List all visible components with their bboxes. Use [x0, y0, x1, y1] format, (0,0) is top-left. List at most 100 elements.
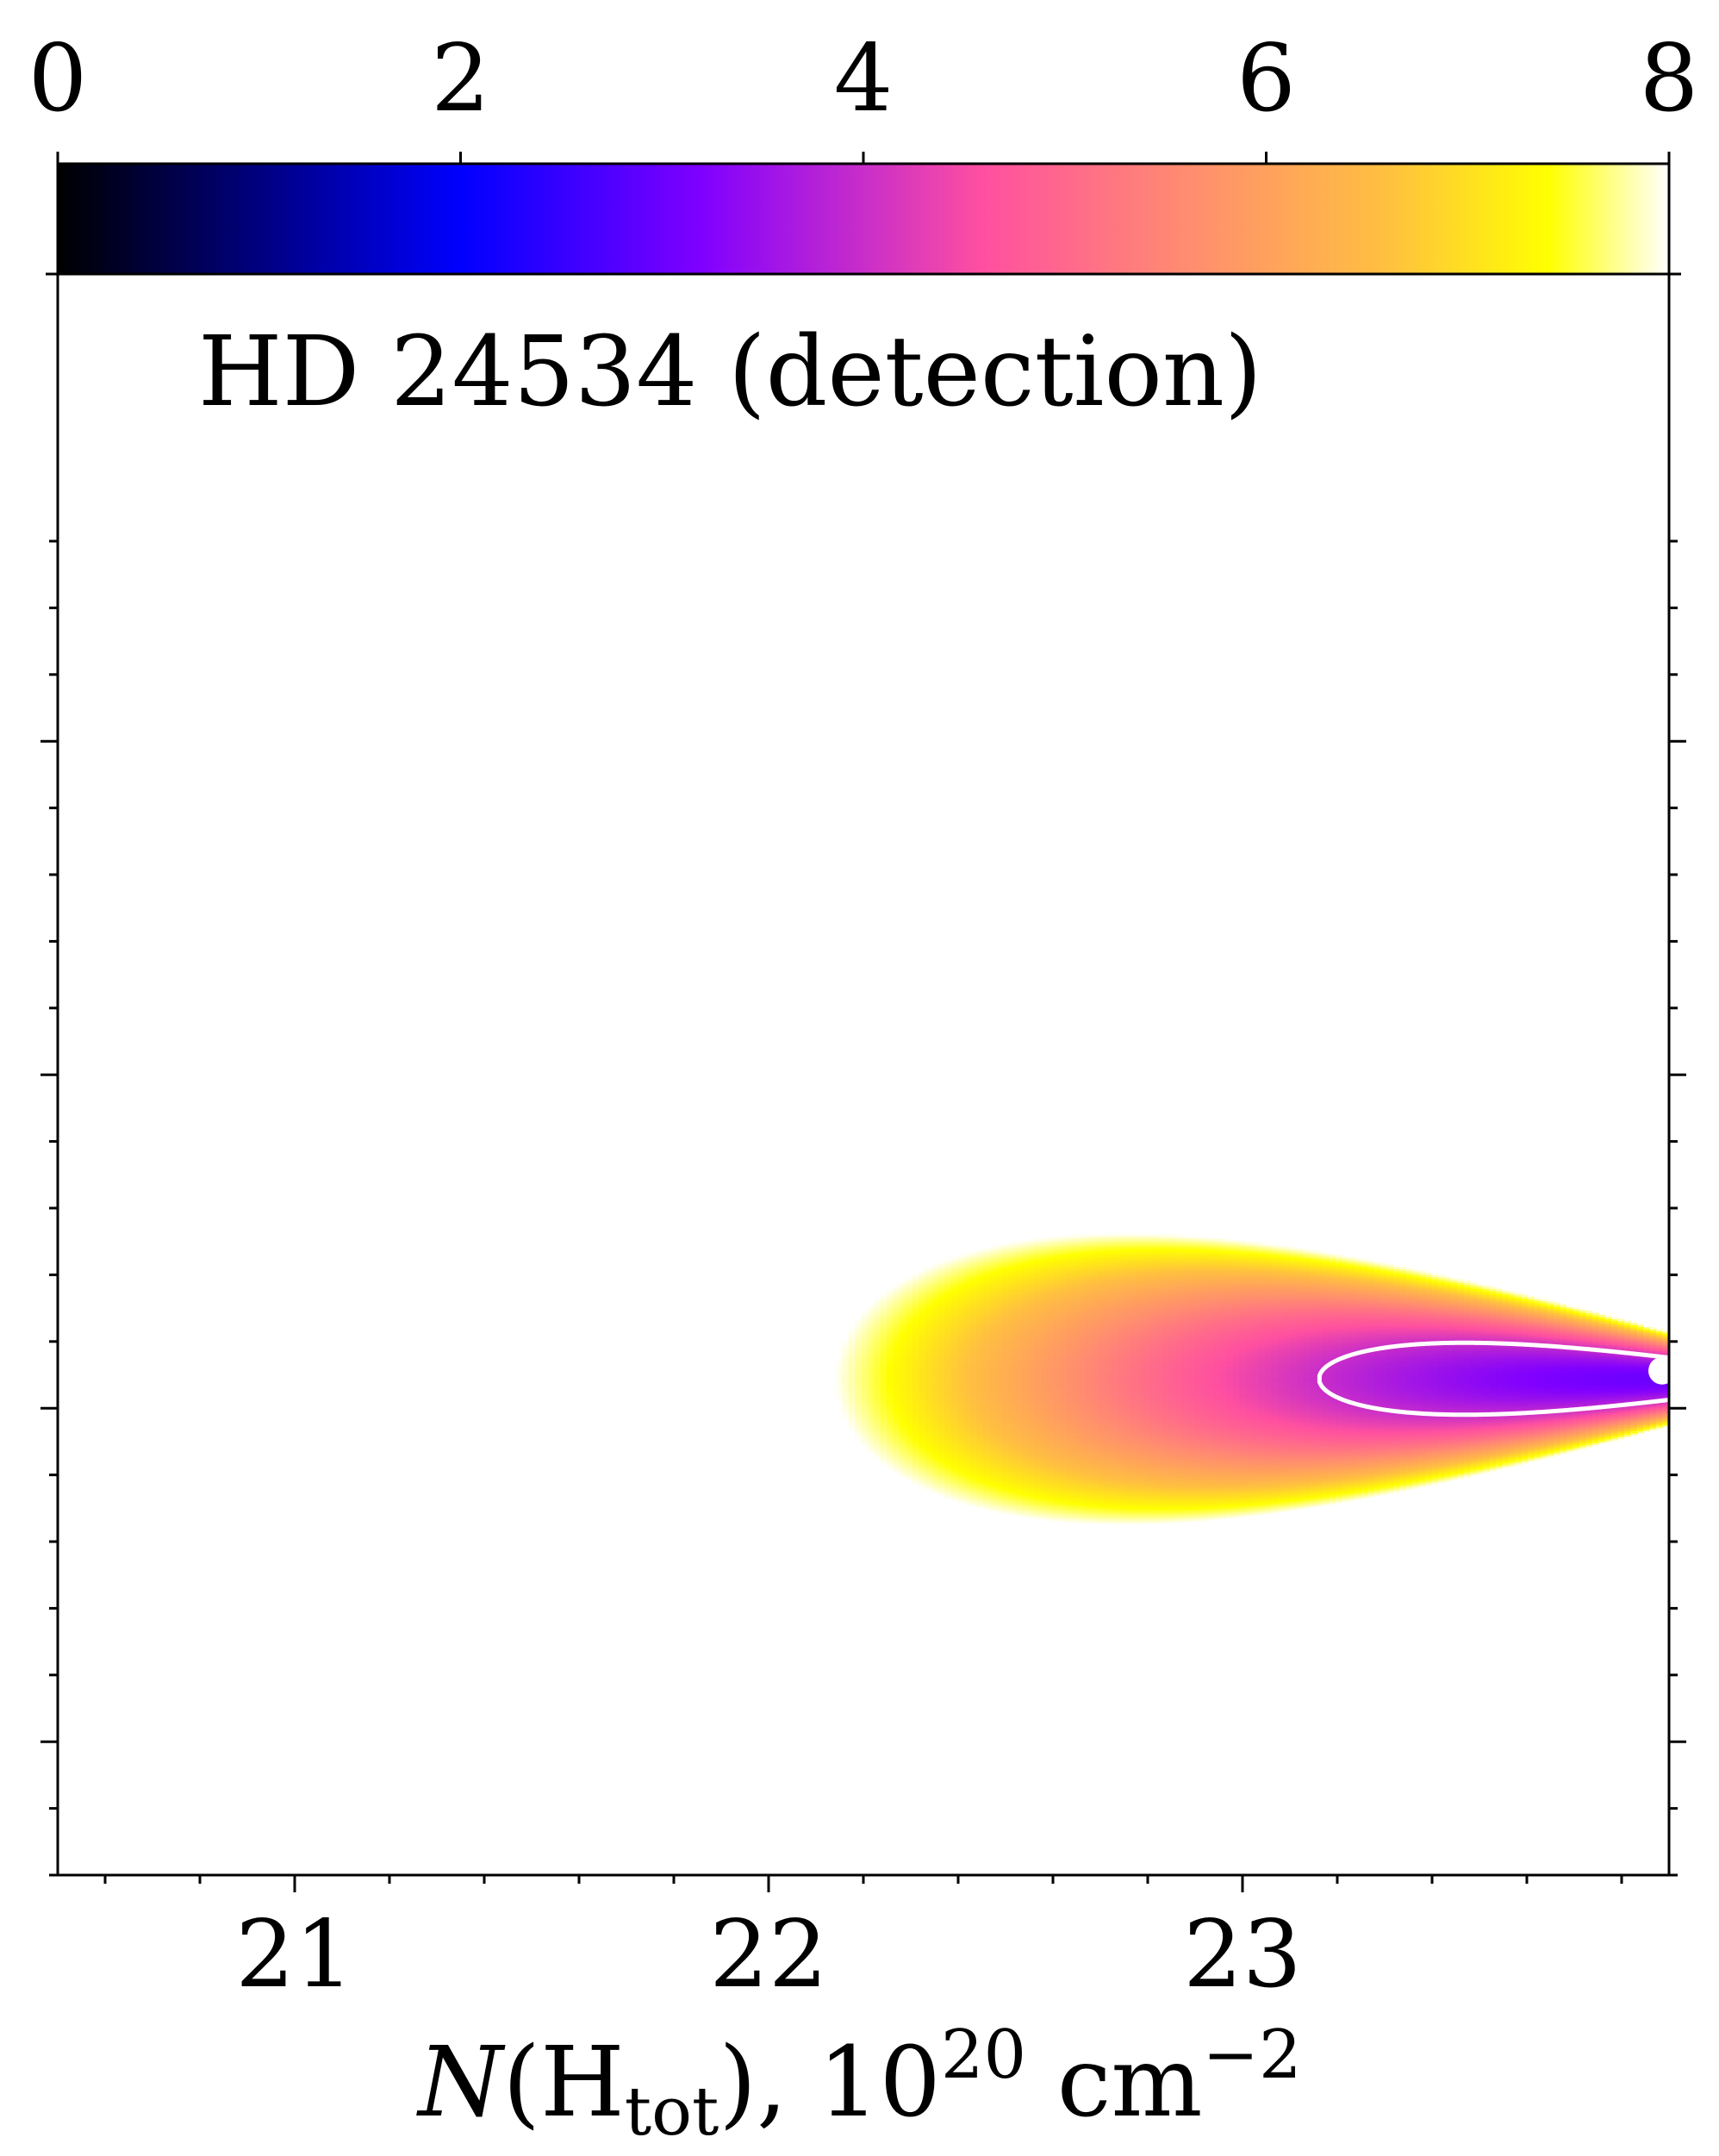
heatmap-cell [931, 1290, 939, 1293]
heatmap-cell [1047, 1411, 1055, 1414]
heatmap-cell [1002, 1322, 1010, 1325]
heatmap-cell [937, 1368, 945, 1372]
heatmap-cell [1066, 1492, 1074, 1496]
heatmap-cell [1053, 1249, 1061, 1251]
heatmap-cell [1072, 1368, 1081, 1372]
heatmap-cell [1105, 1400, 1112, 1404]
heatmap-cell [906, 1470, 913, 1474]
heatmap-cell [1079, 1380, 1087, 1384]
heatmap-cell [1015, 1388, 1023, 1392]
heatmap-cell [957, 1435, 965, 1437]
heatmap-cell [969, 1482, 977, 1486]
heatmap-cell [1092, 1402, 1099, 1405]
heatmap-cell [1085, 1322, 1093, 1325]
heatmap-cell [1008, 1355, 1016, 1358]
heatmap-cell [1047, 1284, 1055, 1287]
heatmap-cell [944, 1358, 952, 1362]
heatmap-cell [989, 1497, 997, 1499]
heatmap-cell [1021, 1485, 1029, 1488]
heatmap-cell [1098, 1266, 1106, 1269]
heatmap-cell [1098, 1250, 1106, 1254]
heatmap-cell [957, 1270, 965, 1274]
heatmap-cell [880, 1311, 888, 1313]
heatmap-cell [1021, 1270, 1029, 1274]
heatmap-cell [989, 1268, 997, 1272]
heatmap-cell [982, 1474, 990, 1478]
heatmap-cell [1047, 1344, 1055, 1348]
heatmap-cell [937, 1264, 945, 1268]
heatmap-cell [900, 1302, 907, 1305]
heatmap-cell [1040, 1450, 1048, 1454]
heatmap-cell [874, 1314, 881, 1318]
heatmap-cell [931, 1318, 939, 1322]
heatmap-cell [1066, 1441, 1074, 1443]
heatmap-cell [1098, 1388, 1106, 1392]
heatmap-cell [969, 1358, 977, 1362]
heatmap-cell [925, 1470, 932, 1474]
heatmap-cell [880, 1406, 888, 1410]
heatmap-cell [976, 1349, 984, 1352]
heatmap-cell [957, 1362, 965, 1366]
heatmap-cell [1092, 1250, 1099, 1254]
heatmap-cell [1066, 1514, 1074, 1517]
heatmap-cell [937, 1356, 945, 1360]
heatmap-cell [1047, 1370, 1055, 1374]
heatmap-cell [867, 1346, 875, 1349]
heatmap-cell [1015, 1468, 1023, 1472]
heatmap-cell [1092, 1364, 1099, 1368]
heatmap-cell [1060, 1334, 1068, 1337]
heatmap-cell [1092, 1444, 1099, 1448]
heatmap-cell [1092, 1314, 1099, 1318]
heatmap-cell [950, 1294, 958, 1298]
heatmap-cell [1085, 1380, 1093, 1384]
heatmap-cell [995, 1302, 1003, 1305]
heatmap-cell [1047, 1474, 1055, 1478]
heatmap-cell [925, 1276, 932, 1280]
heatmap-cell [1105, 1320, 1112, 1324]
heatmap-cell [1060, 1266, 1068, 1269]
heatmap-cell [944, 1462, 952, 1466]
heatmap-cell [982, 1258, 990, 1262]
heatmap-cell [963, 1424, 971, 1428]
heatmap-cell [1034, 1330, 1042, 1334]
heatmap-cell [900, 1423, 907, 1426]
heatmap-cell [1027, 1238, 1035, 1242]
heatmap-cell [1034, 1432, 1042, 1436]
heatmap-cell [969, 1394, 977, 1398]
heatmap-cell [1034, 1476, 1042, 1480]
heatmap-cell [937, 1337, 945, 1340]
heatmap-cell [1060, 1284, 1068, 1287]
heatmap-cell [1002, 1270, 1010, 1274]
heatmap-cell [887, 1390, 894, 1393]
heatmap-cell [1053, 1424, 1061, 1428]
heatmap-cell [1066, 1346, 1074, 1349]
heatmap-cell [1072, 1511, 1081, 1514]
heatmap-cell [1027, 1494, 1035, 1498]
heatmap-cell [1085, 1382, 1093, 1386]
heatmap-cell [950, 1312, 958, 1316]
heatmap-cell [1008, 1505, 1016, 1508]
heatmap-cell [848, 1412, 856, 1416]
heatmap-cell [1098, 1240, 1106, 1243]
heatmap-cell [1105, 1411, 1112, 1414]
heatmap-cell [976, 1330, 984, 1334]
heatmap-cell [1098, 1430, 1106, 1434]
heatmap-cell [1047, 1326, 1055, 1330]
heatmap-cell [937, 1266, 945, 1269]
heatmap-cell [1015, 1374, 1023, 1378]
heatmap-cell [880, 1394, 888, 1398]
heatmap-cell [1079, 1408, 1087, 1411]
heatmap-cell [1060, 1441, 1068, 1443]
heatmap-cell [1021, 1296, 1029, 1299]
heatmap-cell [1015, 1262, 1023, 1266]
heatmap-cell [925, 1430, 932, 1434]
heatmap-cell [1072, 1424, 1081, 1428]
heatmap-cell [1047, 1435, 1055, 1437]
heatmap-cell [1079, 1432, 1087, 1436]
heatmap-cell [1085, 1436, 1093, 1440]
heatmap-cell [1034, 1358, 1042, 1362]
heatmap-cell [1015, 1302, 1023, 1305]
heatmap-cell [906, 1412, 913, 1416]
heatmap-cell [1015, 1399, 1023, 1402]
heatmap-cell [950, 1417, 958, 1420]
